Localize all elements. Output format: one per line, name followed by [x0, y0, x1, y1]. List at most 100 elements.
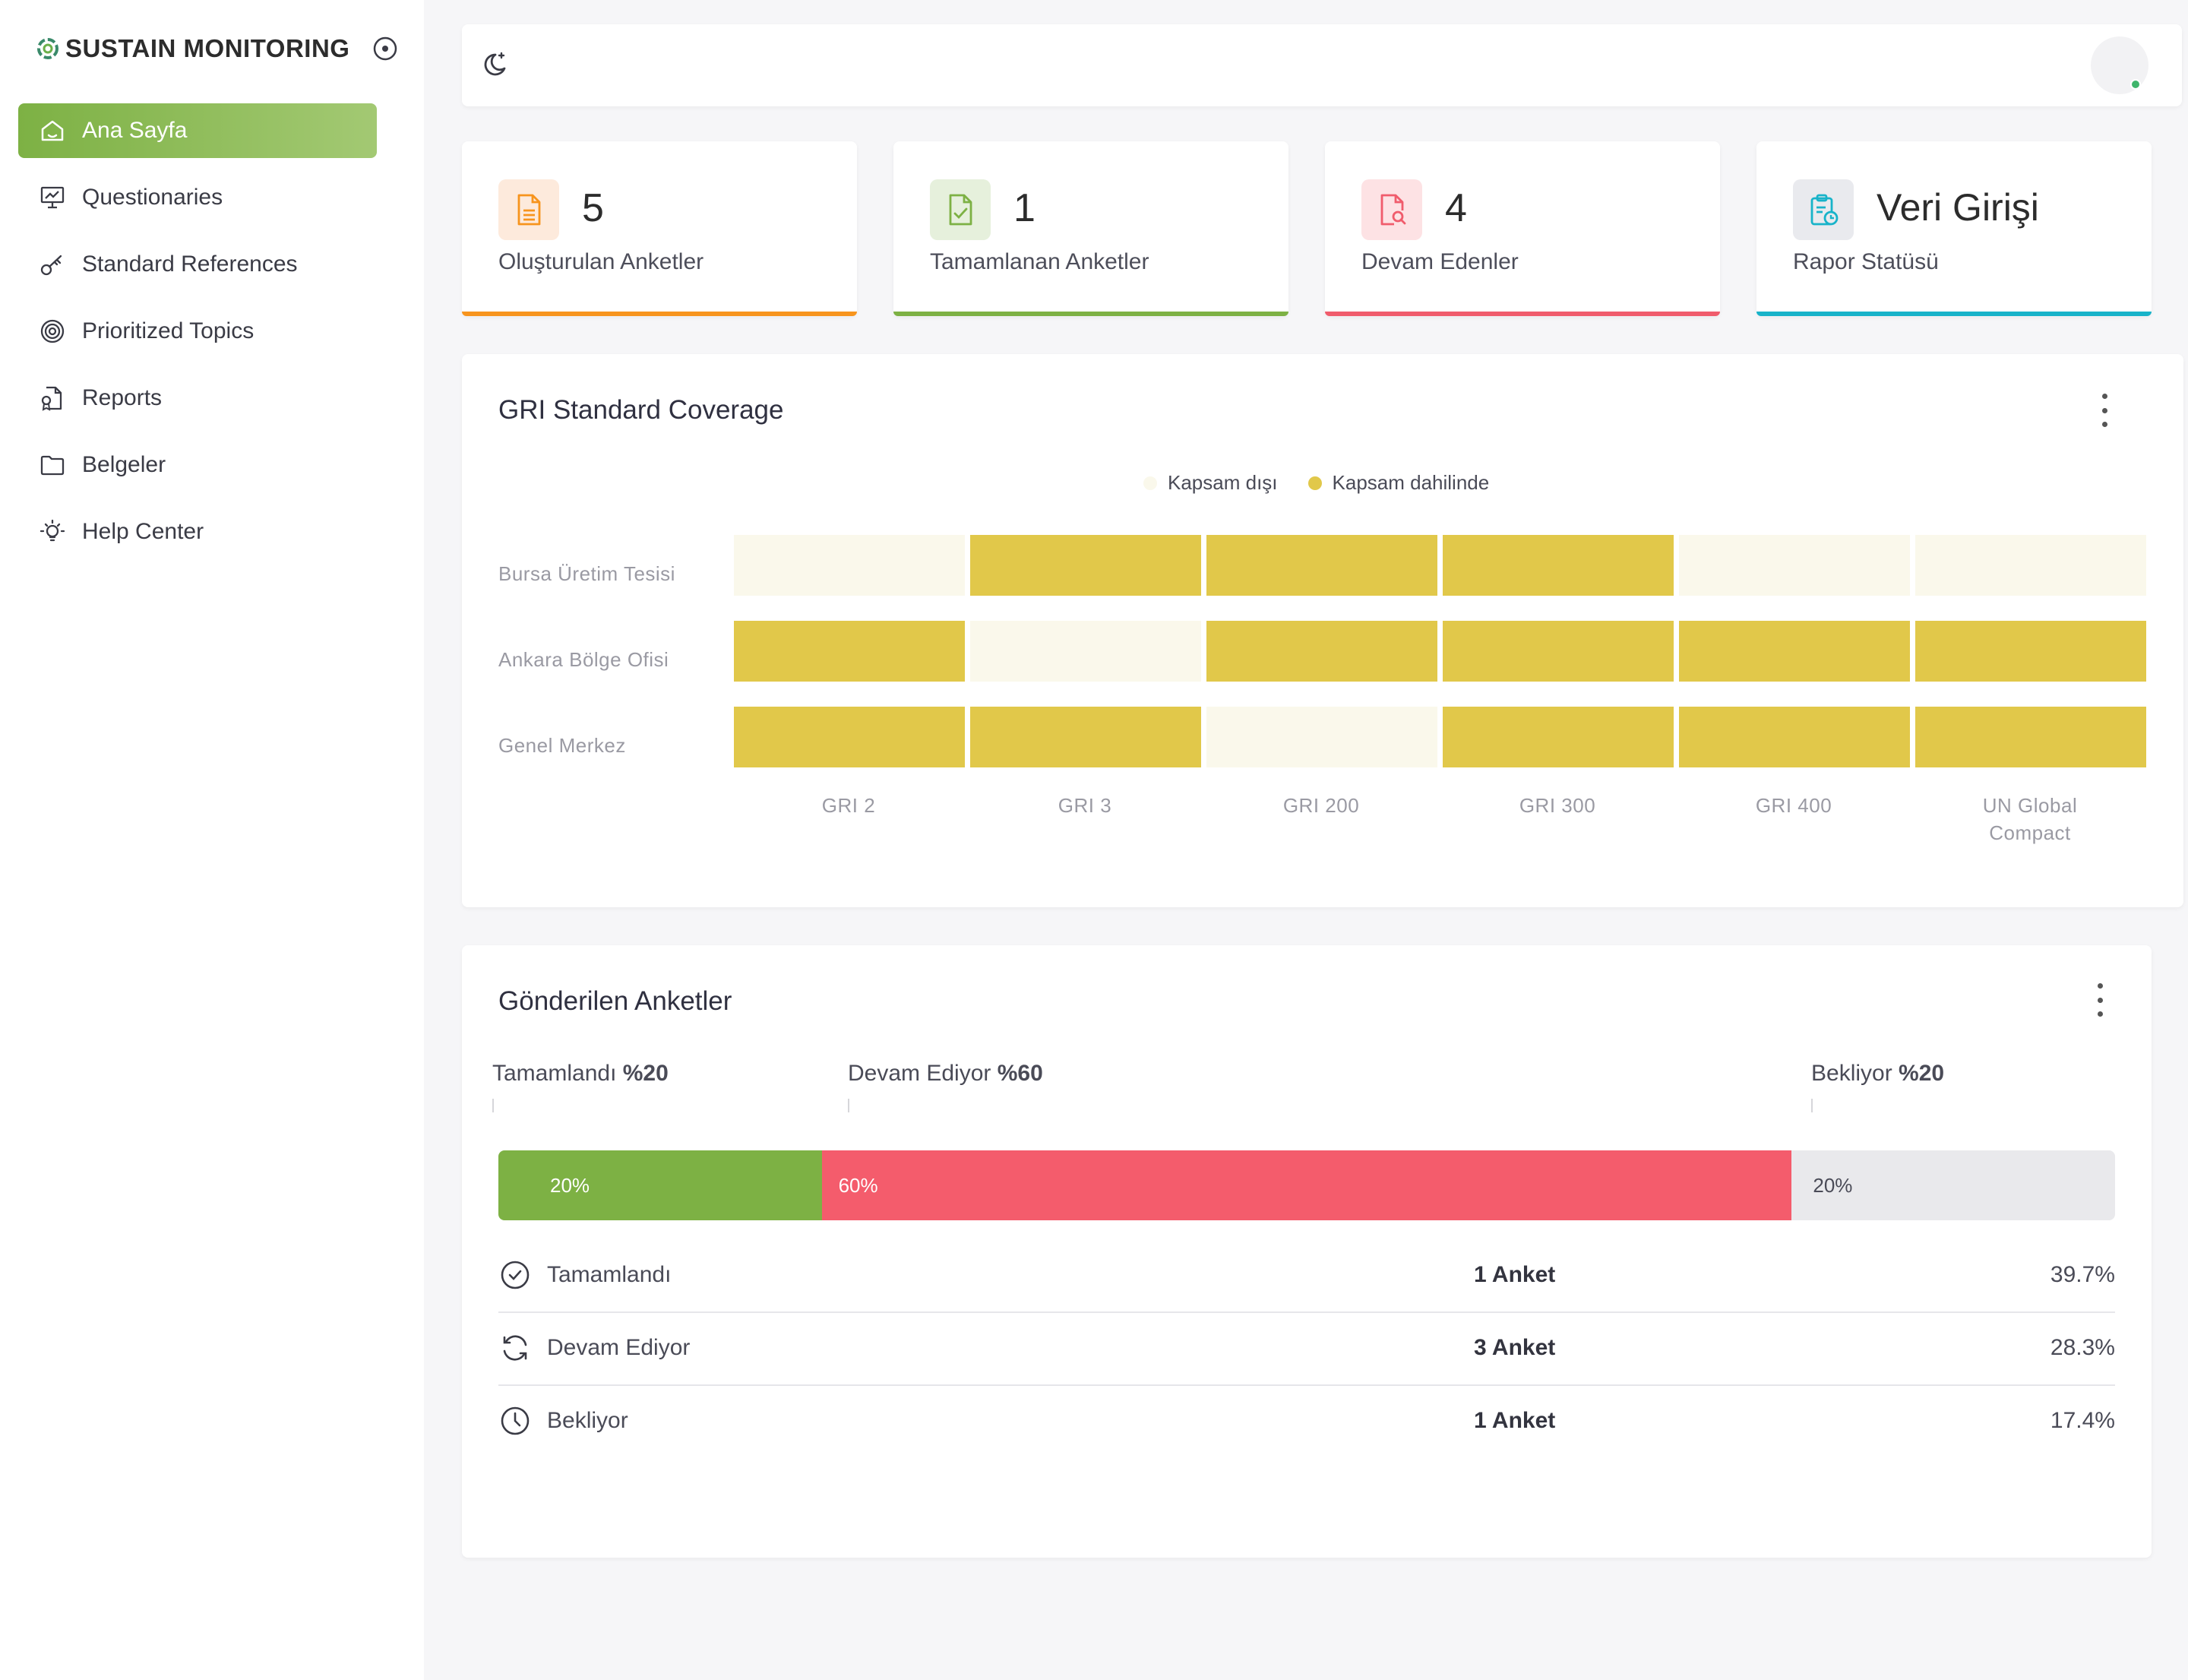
survey-status-name: Tamamlandı [547, 1262, 672, 1287]
survey-percent: 17.4% [2050, 1408, 2115, 1433]
segment-name: Devam Ediyor [848, 1061, 991, 1086]
heatmap-cell[interactable] [734, 535, 965, 596]
segment-tick [1811, 1099, 1813, 1112]
sidebar-item-ana-sayfa[interactable]: Ana Sayfa [18, 103, 377, 158]
progress-segment-in-progress[interactable]: 60% [821, 1150, 1792, 1220]
legend-label: Kapsam dahilinde [1332, 471, 1490, 494]
brand[interactable]: SUSTAIN MONITORING [35, 30, 349, 67]
progress-segment-completed[interactable]: 20% [498, 1150, 822, 1220]
sidebar-item-label: Help Center [82, 519, 204, 544]
sidebar-item-belgeler[interactable]: Belgeler [18, 438, 377, 492]
heatmap-cell[interactable] [970, 707, 1201, 767]
more-options-icon[interactable] [2097, 394, 2112, 427]
legend-item-out-of-scope[interactable]: Kapsam dışı [1143, 471, 1278, 495]
heatmap-cell[interactable] [1443, 621, 1674, 682]
segment-label-completed: Tamamlandı %20 [492, 1061, 669, 1087]
stat-card-created[interactable]: 5 Oluşturulan Anketler [462, 141, 857, 316]
progress-segment-pending[interactable]: 20% [1791, 1150, 2115, 1220]
heatmap-row-label: Ankara Bölge Ofisi [498, 648, 669, 671]
key-icon [38, 250, 67, 279]
heatmap-column-label: GRI 3 [1058, 794, 1112, 817]
sidebar: SUSTAIN MONITORING Ana Sayfa Questionari… [0, 0, 424, 1680]
target-icon [38, 317, 67, 346]
panel-title: Gönderilen Anketler [498, 986, 732, 1016]
stat-accent-bar [893, 312, 1288, 316]
heatmap-cell[interactable] [970, 621, 1201, 682]
document-lines-icon [498, 179, 559, 240]
heatmap-cell[interactable] [1206, 535, 1437, 596]
segment-label-in-progress: Devam Ediyor %60 [848, 1061, 1043, 1087]
heatmap-column-label: UN Global Compact [1982, 794, 2078, 844]
sidebar-item-label: Prioritized Topics [82, 318, 255, 343]
legend-swatch [1143, 476, 1157, 490]
stat-accent-bar [1325, 312, 1720, 316]
heatmap-cell[interactable] [1443, 707, 1674, 767]
stat-card-report-status[interactable]: Veri Girişi Rapor Statüsü [1756, 141, 2152, 316]
heatmap-column-label: GRI 400 [1755, 794, 1832, 817]
segment-name: Bekliyor [1811, 1061, 1892, 1086]
moon-icon[interactable] [479, 49, 511, 81]
report-icon [38, 384, 67, 413]
heatmap-cell[interactable] [1679, 707, 1910, 767]
folder-icon [38, 451, 67, 479]
sidebar-item-prioritized-topics[interactable]: Prioritized Topics [18, 304, 377, 359]
survey-percent: 39.7% [2050, 1262, 2115, 1287]
stat-card-in-progress[interactable]: 4 Devam Edenler [1325, 141, 1720, 316]
stat-label: Tamamlanan Anketler [930, 249, 1149, 274]
heatmap-column-label: GRI 200 [1282, 794, 1360, 817]
refresh-icon [503, 1335, 527, 1361]
heatmap-cell[interactable] [734, 707, 965, 767]
heatmap-cell[interactable] [1206, 707, 1437, 767]
legend-item-in-scope[interactable]: Kapsam dahilinde [1307, 471, 1490, 495]
sidebar-item-standard-references[interactable]: Standard References [18, 237, 377, 292]
heatmap-cell[interactable] [1679, 621, 1910, 682]
sidebar-item-help-center[interactable]: Help Center [18, 505, 377, 559]
sidebar-item-label: Ana Sayfa [82, 118, 188, 143]
stat-card-completed[interactable]: 1 Tamamlanan Anketler [893, 141, 1288, 316]
sidebar-item-label: Standard References [82, 252, 298, 277]
presentation-chart-icon [38, 183, 67, 212]
panel-title: GRI Standard Coverage [498, 395, 784, 425]
stat-accent-bar [1756, 312, 2152, 316]
survey-progress-bar: 20% 60% 20% [498, 1150, 2115, 1220]
segment-percent: %60 [997, 1061, 1043, 1086]
more-options-icon[interactable] [2092, 983, 2107, 1017]
document-check-icon [930, 179, 991, 240]
top-bar [462, 24, 2182, 106]
heatmap-row-label: Bursa Üretim Tesisi [498, 562, 675, 585]
sidebar-nav: Ana Sayfa Questionaries Standard Referen… [18, 103, 377, 571]
heatmap-cell[interactable] [1915, 707, 2146, 767]
clipboard-clock-icon [1793, 179, 1854, 240]
survey-row-pending[interactable]: Bekliyor 1 Anket 17.4% [498, 1384, 2115, 1457]
heatmap-column-label: GRI 2 [821, 794, 876, 817]
sidebar-item-questionaries[interactable]: Questionaries [18, 170, 377, 225]
survey-status-name: Bekliyor [547, 1408, 628, 1433]
survey-count: 3 Anket [1474, 1335, 1556, 1360]
segment-label-pending: Bekliyor %20 [1811, 1061, 1944, 1087]
stat-accent-bar [462, 312, 857, 316]
sidebar-toggle-icon[interactable] [372, 36, 398, 62]
document-search-icon [1361, 179, 1422, 240]
brand-name: SUSTAIN MONITORING [65, 34, 350, 62]
heatmap-column-label: GRI 300 [1519, 794, 1596, 817]
survey-count: 1 Anket [1474, 1262, 1556, 1287]
stat-value: Veri Girişi [1877, 186, 2039, 229]
row-divider [498, 1384, 2115, 1386]
sidebar-item-reports[interactable]: Reports [18, 371, 377, 426]
heatmap-cell[interactable] [1206, 621, 1437, 682]
survey-row-in-progress[interactable]: Devam Ediyor 3 Anket 28.3% [498, 1311, 2115, 1384]
survey-count: 1 Anket [1474, 1408, 1556, 1433]
heatmap-cell[interactable] [1915, 535, 2146, 596]
heatmap-cell[interactable] [734, 621, 965, 682]
heatmap-cell[interactable] [1443, 535, 1674, 596]
heatmap-cell[interactable] [970, 535, 1201, 596]
segment-name: Tamamlandı [492, 1061, 617, 1086]
heatmap-cell[interactable] [1915, 621, 2146, 682]
stat-value: 5 [582, 186, 604, 230]
check-circle-icon [501, 1261, 530, 1289]
clock-icon [501, 1406, 530, 1435]
segment-percent: %20 [622, 1061, 669, 1086]
heatmap-cell[interactable] [1679, 535, 1910, 596]
survey-row-completed[interactable]: Tamamlandı 1 Anket 39.7% [498, 1239, 2115, 1311]
segment-tick [492, 1099, 494, 1112]
